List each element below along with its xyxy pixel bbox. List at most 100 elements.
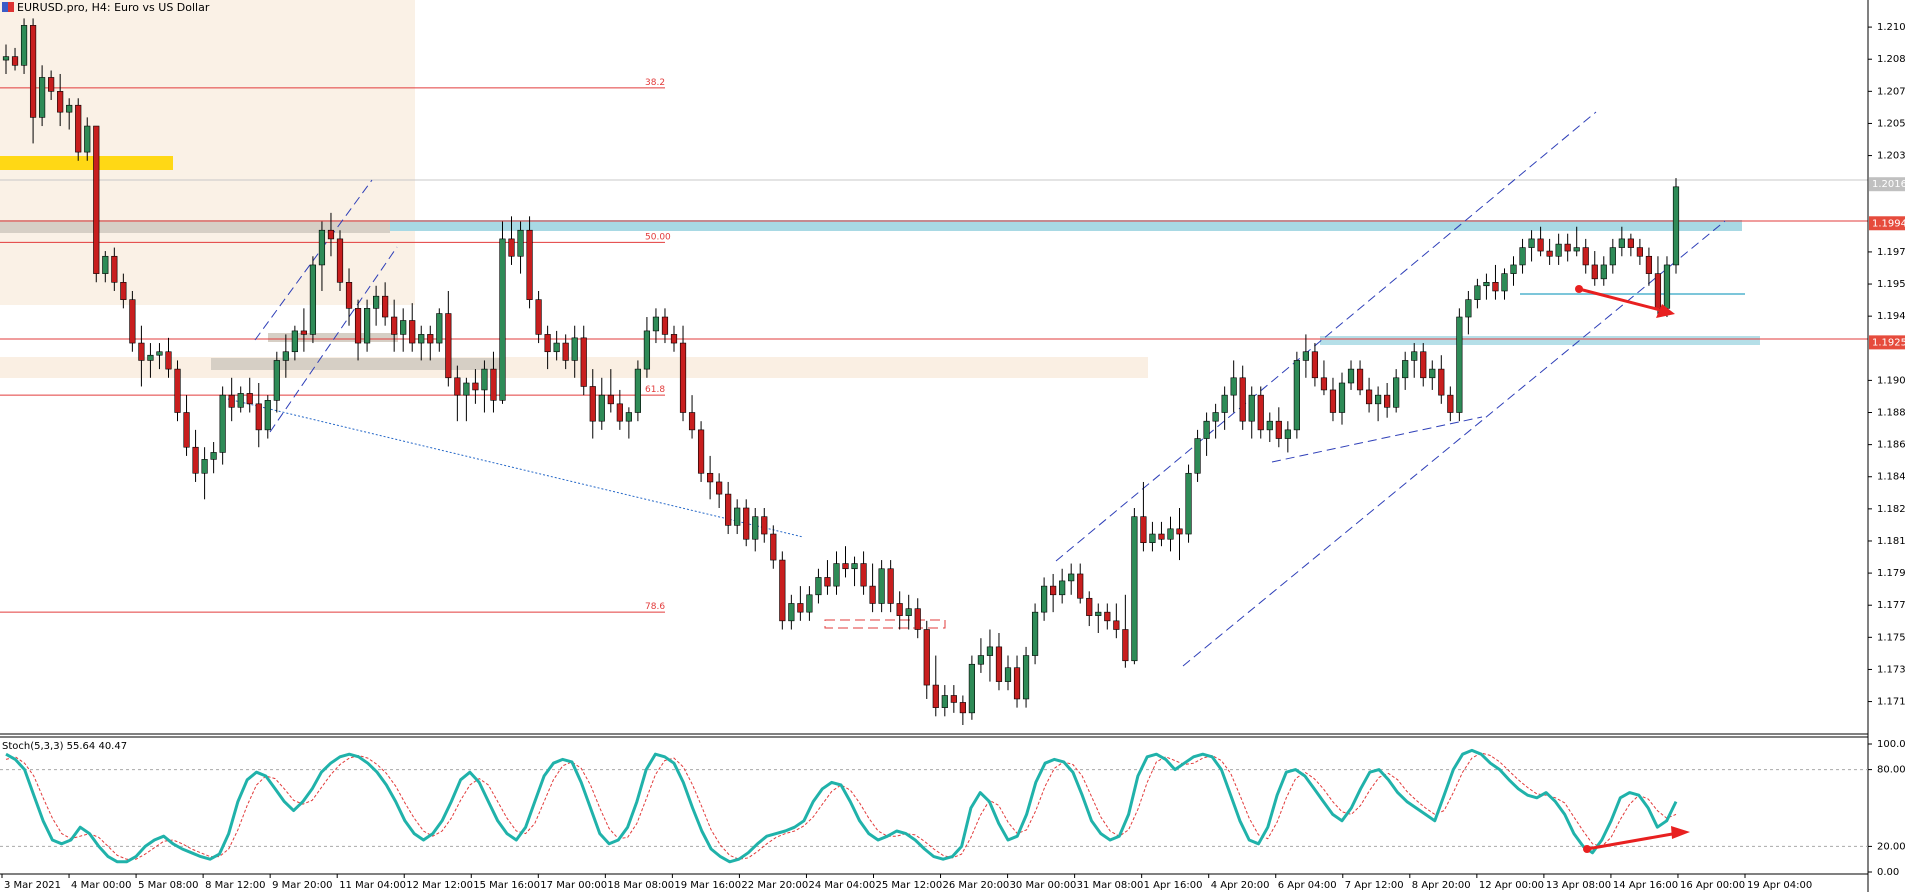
candle-bull <box>1609 247 1616 266</box>
fib-label: 78.6 <box>645 602 665 612</box>
candle-bull <box>652 316 660 332</box>
grey-zone-mid <box>211 358 502 370</box>
candle-bear <box>1086 597 1093 616</box>
time-axis: 3 Mar 2021 4 Mar 00:00 5 Mar 08:00 8 Mar 12… <box>0 873 1868 891</box>
candle-bull <box>1600 264 1607 280</box>
candle-bull <box>977 655 985 665</box>
candle-bear <box>824 577 831 587</box>
candles <box>2 18 1680 725</box>
candle-bull <box>1068 573 1075 582</box>
time-tick-label: 8 Apr 20:00 <box>1412 880 1471 891</box>
candle-bull <box>625 412 632 422</box>
candle-bull <box>363 308 371 344</box>
candle-bull <box>1519 247 1526 266</box>
candle-bear <box>75 104 82 153</box>
candle-bear <box>580 337 587 387</box>
candle-bear <box>842 563 849 570</box>
candle-bear <box>544 334 551 353</box>
price-tick-label: 1.20700 <box>1877 86 1905 97</box>
candle-bear <box>779 559 786 622</box>
fibonacci-levels: 38.2 50.00 61.8 78.6 <box>0 78 671 613</box>
candle-bull <box>1031 611 1039 656</box>
time-tick-label: 24 Mar 04:00 <box>808 880 875 891</box>
candle-bull <box>851 563 858 570</box>
candle-bull <box>752 516 759 540</box>
stoch-main-line <box>5 748 1678 864</box>
grey-zone-small <box>268 333 398 342</box>
fib-label: 50.00 <box>645 232 671 242</box>
candle-bull <box>1059 580 1066 596</box>
candle-bear <box>354 308 362 344</box>
candle-bear <box>1365 389 1373 405</box>
candle-bear <box>508 238 515 257</box>
candle-bull <box>20 25 28 66</box>
candle-bull <box>1573 247 1580 252</box>
candle-bear <box>1627 238 1634 248</box>
candle-bull <box>318 229 326 266</box>
candle-bull <box>1095 611 1102 616</box>
time-tick-label: 17 Mar 00:00 <box>540 880 607 891</box>
channel-left-lower <box>269 246 398 433</box>
candle-bear <box>48 77 55 92</box>
candle-bull <box>1402 360 1409 379</box>
candle-bear <box>1122 629 1129 662</box>
candle-bear <box>1104 611 1111 622</box>
divergence-arrow-price <box>1575 285 1675 318</box>
candle-bull <box>273 360 280 401</box>
time-tick-label: 8 Mar 12:00 <box>205 880 265 891</box>
candle-bull <box>219 394 226 453</box>
time-tick-label: 4 Apr 20:00 <box>1211 880 1270 891</box>
candle-bull <box>400 320 407 335</box>
candle-bear <box>589 386 596 422</box>
yellow-zone <box>0 156 173 170</box>
candle-bear <box>336 238 344 283</box>
candle-bear <box>1420 351 1427 379</box>
candle-bull <box>643 330 651 370</box>
candle-bull <box>1429 368 1436 379</box>
price-marker-label: 1.20165 <box>1872 179 1905 190</box>
candle-bear <box>1654 273 1662 309</box>
candle-bear <box>93 125 100 274</box>
candle-bull <box>598 394 605 422</box>
candle-bear <box>183 412 190 448</box>
price-tick-label: 1.17185 <box>1877 697 1905 708</box>
price-marker-label: 1.19254 <box>1872 337 1905 348</box>
candle-bull <box>282 351 289 361</box>
candle-bull <box>436 313 443 344</box>
candle-bear <box>120 282 127 300</box>
candle-bear <box>869 585 876 604</box>
candle-bull <box>156 351 163 356</box>
candle-bull <box>1302 351 1309 361</box>
candle-bear <box>535 299 542 335</box>
time-tick-label: 15 Mar 16:00 <box>473 880 540 891</box>
candle-bear <box>246 393 253 405</box>
candle-bear <box>228 394 235 408</box>
candle-bear <box>562 342 569 361</box>
candle-bull <box>237 393 244 408</box>
candle-bull <box>1338 382 1346 413</box>
time-tick-label: 9 Mar 20:00 <box>272 880 332 891</box>
time-tick-label: 16 Apr 00:00 <box>1680 880 1745 891</box>
time-tick-label: 19 Mar 16:00 <box>674 880 741 891</box>
candle-bull <box>102 255 109 274</box>
candle-bear <box>914 608 921 630</box>
candle-bear <box>526 229 533 300</box>
candle-bear <box>1320 377 1328 391</box>
price-tick-label: 1.19590 <box>1877 279 1905 290</box>
candle-bull <box>1230 377 1237 396</box>
time-tick-label: 6 Apr 04:00 <box>1278 880 1337 891</box>
candle-bear <box>192 446 199 474</box>
price-tick-label: 1.20515 <box>1877 118 1905 129</box>
candle-bull <box>634 368 641 413</box>
time-tick-label: 3 Mar 2021 <box>4 880 61 891</box>
candle-bear <box>923 629 930 686</box>
candle-bear <box>111 255 118 283</box>
stoch-signal-line <box>5 752 1677 860</box>
candle-bull <box>1004 667 1012 682</box>
candle-bull <box>815 577 822 596</box>
time-tick-label: 1 Apr 16:00 <box>1144 880 1203 891</box>
price-marker-label: 1.19940 <box>1872 218 1905 229</box>
candle-bull <box>1393 377 1400 408</box>
candle-bull <box>463 382 470 396</box>
candle-bear <box>707 472 714 483</box>
